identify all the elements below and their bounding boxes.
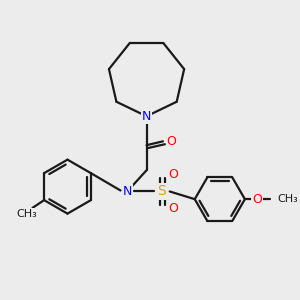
Text: S: S	[158, 184, 166, 199]
Text: N: N	[142, 110, 151, 123]
Text: O: O	[167, 135, 177, 148]
Text: O: O	[169, 168, 178, 181]
Text: O: O	[253, 193, 262, 206]
Text: O: O	[169, 202, 178, 215]
Text: N: N	[123, 185, 132, 198]
Text: CH₃: CH₃	[16, 208, 37, 219]
Text: CH₃: CH₃	[278, 194, 298, 204]
